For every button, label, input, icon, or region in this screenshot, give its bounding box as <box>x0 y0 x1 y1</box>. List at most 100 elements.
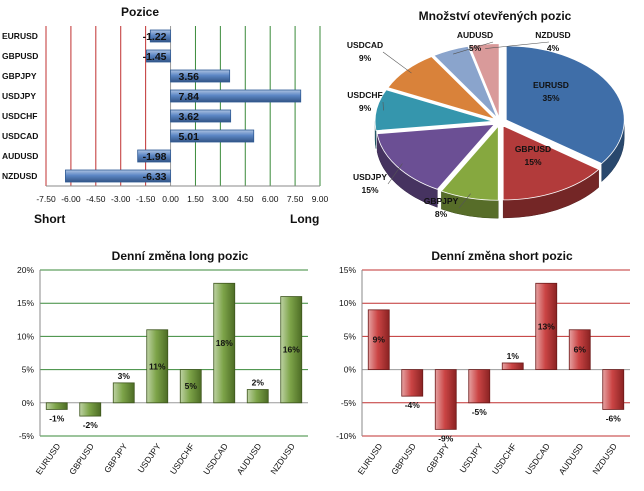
category-label: USDJPY <box>457 441 485 474</box>
data-label: 5.01 <box>179 131 200 143</box>
open-positions-pie-svg: Množství otevřených pozic EURUSD 35% GBPUSD… <box>347 9 625 219</box>
data-label: 18% <box>216 338 233 348</box>
bar <box>280 296 303 404</box>
x-tick-label: 4.50 <box>237 194 254 204</box>
pie-slice <box>387 56 496 120</box>
data-label: 13% <box>538 321 555 331</box>
pie-slice-value: 9% <box>359 103 372 113</box>
pie-slice-value: 15% <box>361 185 378 195</box>
data-label: 3.62 <box>179 111 200 123</box>
open-positions-pie-chart: Množství otevřených pozic EURUSD 35% GBPUSD… <box>335 0 644 232</box>
x-tick-label: -7.50 <box>36 194 56 204</box>
data-label: 9% <box>373 335 386 345</box>
leader-line <box>382 51 412 74</box>
bar <box>602 369 625 410</box>
pie-slice <box>440 125 499 201</box>
category-label: EURUSD <box>356 441 385 476</box>
data-label: 5% <box>185 381 198 391</box>
data-label: 2% <box>252 378 265 388</box>
x-tick-label: -3.00 <box>111 194 131 204</box>
data-label: -1.22 <box>143 31 167 43</box>
data-label: 3% <box>118 371 131 381</box>
category-label: USDCAD <box>201 441 230 476</box>
data-label: 1% <box>507 351 520 361</box>
category-label: GBPJPY <box>2 71 37 81</box>
data-label: -1.45 <box>143 51 167 63</box>
leader-line <box>387 163 403 185</box>
leader-line <box>485 41 550 49</box>
pie-slice-label: AUDUSD <box>457 30 493 40</box>
bar <box>170 69 231 83</box>
pie-slice <box>469 43 500 118</box>
category-label: USDCHF <box>2 111 37 121</box>
y-tick-label: 10% <box>339 298 356 308</box>
x-tick-label: 3.00 <box>212 194 229 204</box>
leader-line <box>453 41 494 55</box>
chart-title: Denní změna short pozic <box>431 249 573 263</box>
data-label: 16% <box>283 345 300 355</box>
pie-slice <box>376 123 496 190</box>
data-label: 3.56 <box>179 71 200 83</box>
bar <box>137 149 171 163</box>
data-label: -5% <box>472 407 488 417</box>
long-change-chart-svg: Denní změna long pozic -5% 0% 5% 10% 15% 20% -1… <box>17 249 308 477</box>
pie-slice-value: 4% <box>547 43 560 53</box>
bar <box>568 329 591 371</box>
x-tick-label: 9.00 <box>312 194 329 204</box>
data-label: -6% <box>606 413 622 423</box>
data-label: -1.98 <box>143 151 167 163</box>
bar <box>468 369 491 404</box>
bar <box>112 382 135 404</box>
y-tick-label: 10% <box>17 331 34 341</box>
bar <box>170 129 255 143</box>
y-tick-label: -5% <box>341 398 357 408</box>
category-label: NZDUSD <box>590 441 619 476</box>
category-label: USDJPY <box>135 441 163 474</box>
category-label: AUDUSD <box>235 441 264 476</box>
category-label: GBPJPY <box>102 441 130 474</box>
pie-slice-label: USDCHF <box>347 90 382 100</box>
bar <box>401 369 424 397</box>
positions-chart: Pozice -7.50 -6.00 -4.50 -3.00 -1.50 0.00 1.50 3… <box>0 0 340 232</box>
pie-slice <box>433 45 498 119</box>
data-label: -4% <box>405 400 421 410</box>
positions-chart-svg: Pozice -7.50 -6.00 -4.50 -3.00 -1.50 0.00 1.50 3… <box>2 5 329 226</box>
category-label: AUDUSD <box>2 151 38 161</box>
data-label: 7.84 <box>179 91 200 103</box>
bar <box>213 282 236 404</box>
short-label: Short <box>34 212 65 226</box>
bar <box>146 329 169 404</box>
chart-title: Množství otevřených pozic <box>419 9 572 23</box>
data-label: -9% <box>438 433 454 443</box>
bar <box>170 109 232 123</box>
bar <box>434 369 457 430</box>
pie-slice-value: 15% <box>524 157 541 167</box>
y-tick-label: 0% <box>22 398 35 408</box>
bar <box>146 49 171 63</box>
category-label: USDJPY <box>2 91 36 101</box>
bar <box>170 89 302 103</box>
y-tick-label: -5% <box>19 431 35 441</box>
pie-slice-value: 8% <box>435 209 448 219</box>
pie-slice-label: USDCAD <box>347 40 383 50</box>
bar <box>45 402 68 410</box>
pie-slice <box>505 45 625 164</box>
x-tick-label: -1.50 <box>136 194 156 204</box>
x-tick-label: 1.50 <box>187 194 204 204</box>
data-label: -2% <box>83 420 99 430</box>
pie-slice <box>502 125 600 201</box>
chart-title: Pozice <box>121 5 159 19</box>
y-tick-label: 0% <box>344 365 357 375</box>
bar <box>367 309 390 370</box>
pie-slice-value: 5% <box>469 43 482 53</box>
pie-slice-label: GBPUSD <box>515 144 551 154</box>
pie-slice-value: 9% <box>359 53 372 63</box>
category-label: GBPUSD <box>67 441 96 476</box>
bar <box>179 369 202 404</box>
bar <box>246 389 269 404</box>
x-tick-label: 6.00 <box>262 194 279 204</box>
category-label: EURUSD <box>34 441 63 476</box>
data-label: 6% <box>574 345 587 355</box>
x-tick-label: -4.50 <box>86 194 106 204</box>
chart-title: Denní změna long pozic <box>112 249 249 263</box>
